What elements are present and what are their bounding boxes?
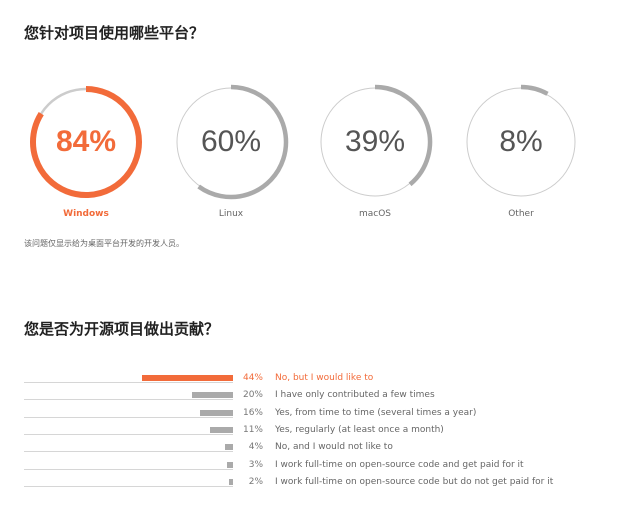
- donut-ring: [466, 84, 576, 197]
- donut-macos: 39% macOS: [313, 80, 437, 230]
- bar-percentage: 44%: [242, 373, 263, 383]
- donut-label: Windows: [63, 209, 109, 219]
- bar-fill: [210, 426, 233, 433]
- donut-label: Other: [508, 209, 534, 219]
- bar-category-label: Yes, from time to time (several times a …: [275, 407, 477, 418]
- platform-donut-charts: 84% Windows 60% Linux 39% macOS 8% Other: [0, 80, 640, 230]
- donut-value-arc: [520, 84, 549, 96]
- platforms-footnote: 该问题仅显示给为桌面平台开发的开发人员。: [24, 239, 184, 248]
- bar-baseline: [24, 433, 233, 435]
- bar-fill: [228, 478, 233, 485]
- bar-percentage: 11%: [242, 424, 263, 435]
- bar-percentage: 4%: [248, 442, 263, 453]
- donut-label: Linux: [218, 209, 244, 219]
- donut-ring: [320, 84, 433, 197]
- donut-value-arc: [374, 84, 433, 187]
- donut-windows: 84% Windows: [24, 80, 148, 230]
- bar-row: 3% I work full-time on open-source code a…: [0, 457, 640, 474]
- donut-ring: [176, 84, 289, 200]
- bar-row: 11% Yes, regularly (at least once a month…: [0, 422, 640, 439]
- bar-row: 2% I work full-time on open-source code b…: [0, 474, 640, 491]
- bar-baseline: [24, 451, 233, 453]
- bar-fill: [141, 375, 233, 381]
- opensource-question-title: 您是否为开源项目做出贡献？: [24, 320, 220, 338]
- bar-baseline: [24, 485, 233, 487]
- donut-value-arc: [30, 86, 142, 198]
- bar-row: 44% No, but I would like to: [0, 370, 640, 387]
- bar-row: 20% I have only contributed a few times: [0, 387, 640, 404]
- bar-fill: [224, 444, 233, 451]
- bar-category-label: No, and I would not like to: [275, 442, 393, 453]
- donut-ring: [30, 86, 142, 198]
- donut-percentage: 39%: [344, 125, 406, 158]
- bar-baseline: [24, 416, 233, 418]
- bar-baseline: [24, 468, 233, 470]
- donut-linux: 60% Linux: [169, 80, 293, 230]
- bar-baseline: [24, 399, 233, 401]
- bar-fill: [191, 392, 233, 399]
- donut-label: macOS: [358, 209, 392, 219]
- bar-category-label: Yes, regularly (at least once a month): [275, 424, 444, 435]
- bar-category-label: I work full-time on open-source code but…: [275, 476, 554, 487]
- bar-percentage: 3%: [248, 459, 263, 470]
- donut-value-arc: [197, 84, 289, 200]
- donut-percentage: 84%: [55, 125, 117, 158]
- bar-category-label: I have only contributed a few times: [275, 390, 435, 401]
- bar-fill: [199, 409, 233, 416]
- bar-row: 16% Yes, from time to time (several times…: [0, 405, 640, 422]
- bar-percentage: 2%: [248, 476, 263, 487]
- bar-percentage: 20%: [242, 390, 263, 401]
- donut-other: 8% Other: [459, 80, 583, 230]
- bar-row: 4% No, and I would not like to: [0, 439, 640, 456]
- platforms-question-title: 您针对项目使用哪些平台？: [24, 24, 205, 42]
- bar-category-label: I work full-time on open-source code and…: [275, 459, 524, 470]
- bar-baseline: [24, 382, 233, 383]
- donut-percentage: 8%: [499, 125, 543, 158]
- bar-category-label: No, but I would like to: [275, 373, 374, 383]
- bar-percentage: 16%: [242, 407, 263, 418]
- donut-percentage: 60%: [200, 125, 262, 158]
- bar-fill: [226, 461, 233, 468]
